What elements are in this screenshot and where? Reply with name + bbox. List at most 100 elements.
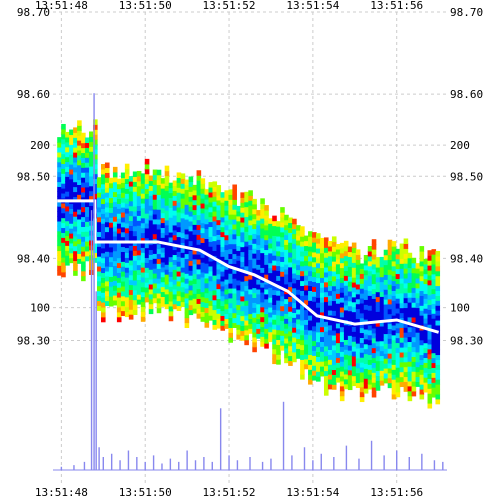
depth-cell <box>347 290 353 297</box>
depth-cell <box>355 357 361 364</box>
depth-cell <box>423 313 429 319</box>
depth-cell <box>232 189 237 195</box>
depth-cell <box>304 339 309 345</box>
depth-cell <box>316 366 321 372</box>
depth-cell <box>136 279 142 285</box>
depth-cell <box>288 306 293 312</box>
depth-cell <box>343 255 349 262</box>
depth-cell <box>97 295 102 302</box>
depth-cell <box>244 275 249 282</box>
depth-cell <box>120 241 126 248</box>
depth-cell <box>132 210 138 217</box>
depth-cell <box>104 280 110 287</box>
depth-cell <box>395 258 401 265</box>
depth-cell <box>140 212 146 219</box>
depth-cell <box>184 317 190 324</box>
depth-cell <box>351 301 357 308</box>
depth-cell <box>132 181 138 187</box>
depth-cell <box>379 330 385 337</box>
depth-cell <box>144 252 150 259</box>
depth-cell <box>204 258 210 264</box>
depth-cell <box>260 291 265 298</box>
depth-cell <box>240 305 245 312</box>
depth-cell <box>383 323 389 330</box>
depth-cell <box>308 315 313 321</box>
depth-cell <box>81 251 86 257</box>
depth-cell <box>148 229 154 236</box>
depth-cell <box>387 357 393 364</box>
depth-cell <box>240 330 245 336</box>
depth-cell <box>81 142 86 149</box>
depth-cell <box>276 324 281 331</box>
depth-cell <box>61 178 66 184</box>
volume-bar <box>370 440 373 470</box>
depth-cell <box>415 356 421 363</box>
depth-cell <box>304 324 309 330</box>
depth-cell <box>264 338 269 344</box>
depth-cell <box>335 352 341 358</box>
depth-cell <box>427 309 433 315</box>
depth-cell <box>116 213 122 219</box>
depth-cell <box>256 224 261 231</box>
depth-cell <box>81 265 86 272</box>
depth-cell <box>196 273 202 280</box>
depth-cell <box>276 339 281 345</box>
depth-cell <box>276 295 281 301</box>
depth-cell <box>184 204 190 210</box>
depth-cell <box>387 279 393 285</box>
depth-cell <box>288 227 293 233</box>
depth-cell <box>140 188 146 194</box>
depth-cell <box>184 228 190 235</box>
depth-cell <box>272 289 277 296</box>
depth-cell <box>296 303 301 310</box>
depth-cell <box>387 244 393 251</box>
depth-cell <box>128 210 134 217</box>
depth-cell <box>331 246 337 252</box>
depth-cell <box>431 283 437 290</box>
depth-cell <box>160 202 166 209</box>
depth-cell <box>435 398 441 405</box>
depth-cell <box>224 195 230 201</box>
depth-cell <box>308 324 313 331</box>
depth-cell <box>232 194 237 200</box>
depth-cell <box>73 181 78 188</box>
depth-cell <box>232 302 237 309</box>
depth-cell <box>248 328 253 334</box>
depth-cell <box>391 255 397 262</box>
depth-cell <box>252 233 257 239</box>
depth-cell <box>144 168 150 175</box>
depth-cell <box>379 340 385 347</box>
depth-cell <box>331 300 337 306</box>
volume-bar <box>98 447 100 470</box>
depth-cell <box>61 143 66 150</box>
depth-cell <box>327 359 333 365</box>
depth-cell <box>73 235 78 242</box>
depth-cell <box>120 276 126 282</box>
depth-cell <box>69 203 74 209</box>
depth-cell <box>81 186 86 193</box>
depth-cell <box>431 258 437 265</box>
depth-cell <box>395 307 401 314</box>
depth-cell <box>69 154 74 160</box>
depth-cell <box>300 359 305 365</box>
depth-cell <box>240 281 245 287</box>
depth-cell <box>168 217 174 223</box>
depth-cell <box>216 239 222 245</box>
depth-cell <box>180 237 186 243</box>
depth-cell <box>180 247 186 253</box>
depth-cell <box>176 270 182 277</box>
depth-cell <box>391 305 397 311</box>
depth-cell <box>248 288 253 295</box>
depth-cell <box>148 259 154 265</box>
depth-cell <box>339 395 345 402</box>
depth-cell <box>427 402 433 409</box>
depth-cell <box>208 305 214 311</box>
depth-cell <box>431 337 437 344</box>
depth-cell <box>375 316 381 322</box>
depth-cell <box>399 278 405 284</box>
depth-cell <box>351 331 357 337</box>
depth-cell <box>93 144 98 150</box>
depth-cell <box>104 251 110 257</box>
depth-cell <box>403 248 409 254</box>
depth-cell <box>124 163 130 170</box>
